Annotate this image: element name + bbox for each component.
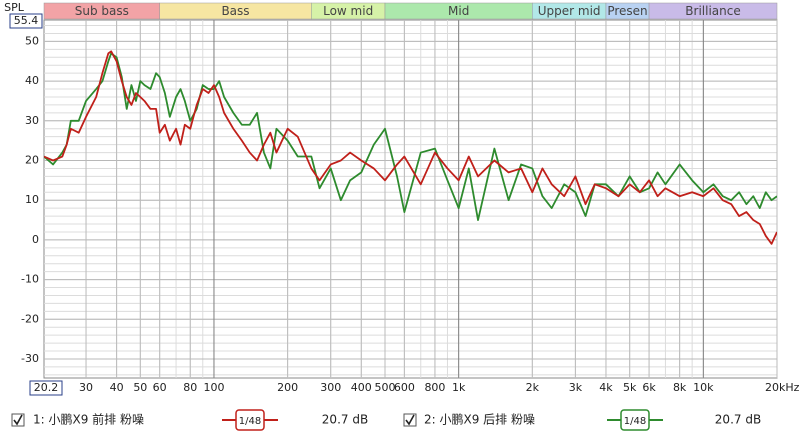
y-tick-label: 40	[25, 74, 39, 87]
x-tick-label: 4k	[599, 381, 613, 394]
x-tick-label: 40	[110, 381, 124, 394]
y-tick-label: -10	[21, 273, 39, 286]
x-tick-label: 5k	[623, 381, 637, 394]
x-tick-label: 3k	[569, 381, 583, 394]
y-tick-label: 30	[25, 114, 39, 127]
offset-label: 20.7 dB	[322, 413, 368, 427]
smoothing-box[interactable]	[235, 409, 265, 431]
check-mark	[13, 414, 23, 426]
x-tick-label: 8k	[673, 381, 687, 394]
x-tick-label: 300	[320, 381, 341, 394]
band-label: Mid	[448, 4, 469, 18]
x-tick-label: 20kHz	[765, 381, 800, 394]
y-max-box	[9, 13, 43, 29]
x-tick-label: 6k	[642, 381, 656, 394]
y-tick-label: 10	[25, 193, 39, 206]
x-tick-label: 50	[133, 381, 147, 394]
series-line	[44, 52, 777, 221]
band-label: Brilliance	[685, 4, 740, 18]
x-tick-label: 100	[203, 381, 224, 394]
x-tick-label: 600	[394, 381, 415, 394]
band-label: Presen	[607, 4, 647, 18]
x-tick-label: 1k	[452, 381, 466, 394]
x-tick-label: 2k	[526, 381, 540, 394]
plot-area	[43, 19, 778, 379]
x-tick-label: 800	[424, 381, 445, 394]
x-tick-label: 60	[153, 381, 167, 394]
legend-label: 2: 小鹏X9 后排 粉噪	[424, 413, 535, 427]
series-line	[44, 50, 777, 245]
grid	[44, 20, 778, 378]
x-tick-label: 10k	[693, 381, 714, 394]
band-label: Bass	[221, 4, 249, 18]
x-tick-label: 500	[374, 381, 395, 394]
y-tick-label: -20	[21, 312, 39, 325]
band-label: Sub bass	[75, 4, 129, 18]
x-tick-label: 200	[277, 381, 298, 394]
y-tick-label: -30	[21, 352, 39, 365]
band-label: Upper mid	[538, 4, 601, 18]
band	[648, 2, 778, 20]
x-tick-label: 30	[79, 381, 93, 394]
y-tick-label: 0	[32, 233, 39, 246]
check-mark	[405, 414, 415, 426]
offset-label: 20.7 dB	[715, 413, 761, 427]
y-tick-label: 50	[25, 34, 39, 47]
y-max-label: 55.4	[14, 14, 39, 27]
x-tick-label: 400	[351, 381, 372, 394]
x-min-label: 20.2	[34, 381, 59, 394]
y-tick-label: 20	[25, 154, 39, 167]
smoothing-box[interactable]	[620, 409, 650, 431]
x-min-box	[29, 380, 63, 396]
smoothing-label: 1/48	[624, 416, 646, 427]
legend-label: 1: 小鹏X9 前排 粉噪	[33, 412, 144, 427]
band-label: Low mid	[323, 4, 373, 18]
smoothing-label: 1/48	[239, 416, 261, 427]
y-axis-label: SPL	[4, 1, 25, 14]
x-tick-label: 80	[183, 381, 197, 394]
